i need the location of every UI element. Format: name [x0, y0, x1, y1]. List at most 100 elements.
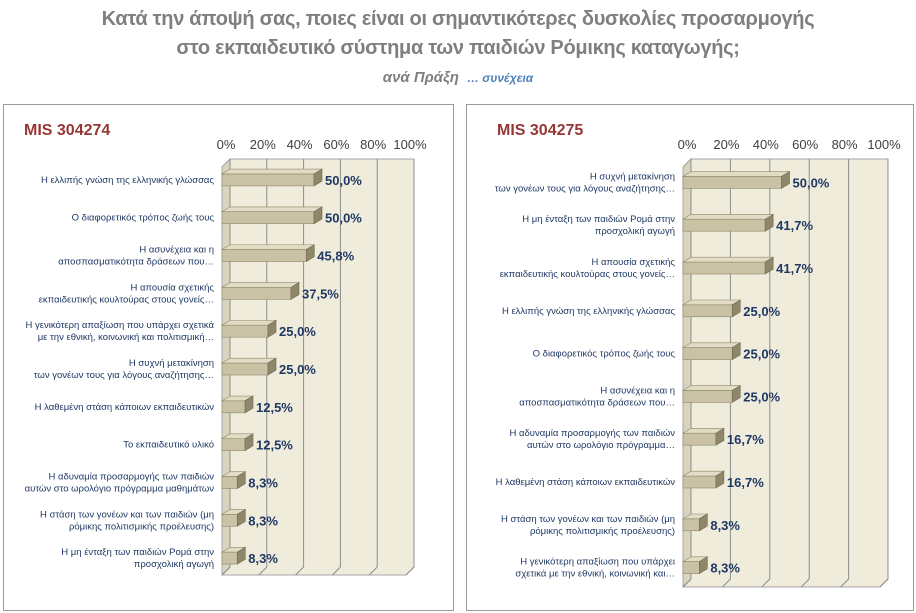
x-tick-label: 60%	[323, 137, 349, 152]
bar-top	[220, 357, 278, 364]
bar-top	[220, 244, 316, 250]
data-label: 25,0%	[279, 362, 316, 377]
data-label: 41,7%	[776, 261, 813, 276]
gridline-floor	[368, 566, 378, 576]
bar	[682, 390, 733, 403]
x-tick-label: 60%	[792, 137, 818, 152]
bar-group	[220, 168, 324, 187]
category-label: Η αδυναμία προσαρμογής των παιδιών αυτών …	[510, 428, 676, 451]
gridline-floor	[840, 578, 849, 588]
gridline-floor	[879, 578, 889, 588]
bar	[221, 211, 315, 225]
bar	[682, 261, 766, 275]
bar-chart-mis-304274: MIS 304274 0% 20% 40% 60% 80% 100% 50,0% Η ελλιπ…	[24, 122, 427, 577]
bar-group	[220, 395, 255, 414]
bar	[221, 400, 246, 414]
bar-group	[681, 256, 775, 275]
category-label: Η στάση των γονέων και των παιδιών (μη ρό…	[40, 509, 214, 532]
bar	[682, 347, 733, 360]
category-label: Η ελλιπής γνώση της ελληνικής γλώσσας	[41, 175, 214, 186]
category-label: Η απουσία σχετικής εκπαιδευτικής κουλτούρ…	[39, 282, 215, 305]
subtitle-continued: … συνέχεια	[466, 71, 534, 85]
category-label: Η γενικότερη απαξίωση που υπάρχει σχετικά…	[515, 557, 675, 580]
bar	[682, 561, 700, 574]
data-label: 45,8%	[317, 249, 354, 264]
bar	[221, 173, 315, 187]
bar	[682, 304, 733, 318]
gridline-floor	[405, 566, 415, 576]
gridline-floor	[258, 566, 268, 576]
chart-title-line-2: στο εκπαιδευτικό σύστημα των παιδιών Ρόμ…	[176, 37, 740, 59]
bar-side	[290, 282, 300, 300]
bar	[682, 218, 766, 232]
bar	[682, 475, 717, 489]
data-label: 16,7%	[727, 432, 764, 447]
bar-side	[731, 299, 741, 318]
bar-group	[220, 433, 255, 452]
category-label: Ο διαφορετικός τρόπος ζωής τους	[533, 349, 676, 360]
data-label: 50,0%	[793, 175, 830, 190]
bar-side	[764, 256, 774, 275]
data-label: 8,3%	[248, 475, 278, 490]
bar	[221, 513, 238, 527]
data-label: 25,0%	[743, 304, 780, 319]
gridline-floor	[800, 578, 810, 588]
bar-top	[681, 385, 742, 391]
data-label: 12,5%	[256, 438, 293, 453]
category-label: Η ασυνέχεια και η αποσπασματικότητα δράσε…	[519, 385, 675, 408]
category-label: Η λαθεμένη στάση κάποιων εκπαιδευτικών	[35, 402, 215, 413]
data-label: 16,7%	[727, 475, 764, 490]
bar	[221, 287, 292, 300]
chart-panel-mis-304275: MIS 304275 0% 20% 40% 60% 80% 100% 50,0% Η συχνή…	[466, 104, 914, 611]
bar-top	[681, 256, 775, 263]
bar	[221, 362, 269, 376]
x-tick-label: 80%	[832, 137, 858, 152]
bar-side	[715, 427, 725, 446]
bar-side	[699, 556, 708, 575]
bar-group	[220, 319, 278, 338]
bar-side	[267, 357, 277, 376]
chart-title-line-1: Κατά την άποψή σας, ποιες είναι οι σημαν…	[101, 8, 815, 30]
category-label: Η λαθεμένη στάση κάποιων εκπαιδευτικών	[496, 477, 676, 488]
gridline-floor	[221, 566, 231, 576]
category-label: Η αδυναμία προσαρμογής των παιδιών αυτών …	[25, 471, 215, 494]
bar-side	[244, 433, 254, 452]
bar-group	[681, 299, 742, 318]
bar-side	[236, 546, 246, 565]
data-label: 25,0%	[279, 324, 316, 339]
bar-top	[681, 214, 775, 220]
data-label: 8,3%	[710, 561, 740, 576]
bar-top	[220, 282, 301, 288]
bar-group	[220, 282, 301, 300]
data-label: 8,3%	[710, 518, 740, 533]
bar-group	[220, 244, 316, 263]
bar-side	[313, 206, 323, 225]
category-label: Η μη ένταξη των παιδιών Ρομά στην προσχολ…	[522, 214, 675, 237]
bar	[682, 518, 700, 532]
gridline-floor	[682, 578, 692, 588]
bar-group	[681, 470, 725, 489]
bar-group	[681, 342, 742, 361]
category-label: Η στάση των γονέων και των παιδιών (μη ρό…	[501, 514, 675, 537]
data-label: 8,3%	[248, 513, 278, 528]
data-label: 50,0%	[325, 211, 362, 226]
x-tick-label: 0%	[678, 137, 697, 152]
bar	[221, 551, 238, 565]
bar	[682, 432, 717, 446]
bar-group	[681, 213, 775, 232]
chart-subtitle: ανά Πράξη … συνέχεια	[0, 69, 916, 86]
category-label: Το εκπαιδευτικό υλικό	[123, 440, 214, 451]
gridline-floor	[332, 566, 341, 576]
x-tick-label: 100%	[867, 137, 901, 152]
bar-side	[699, 513, 708, 532]
data-label: 25,0%	[743, 347, 780, 362]
bar	[221, 324, 269, 338]
bar-side	[731, 385, 741, 403]
bar-group	[220, 206, 324, 225]
panel-title: MIS 304275	[497, 122, 583, 139]
bar-group	[681, 171, 791, 189]
gridline-floor	[722, 578, 731, 588]
category-label: Η απουσία σχετικής εκπαιδευτικής κουλτούρ…	[500, 257, 676, 280]
bar-top	[681, 342, 742, 348]
panel-title: MIS 304274	[24, 122, 110, 139]
